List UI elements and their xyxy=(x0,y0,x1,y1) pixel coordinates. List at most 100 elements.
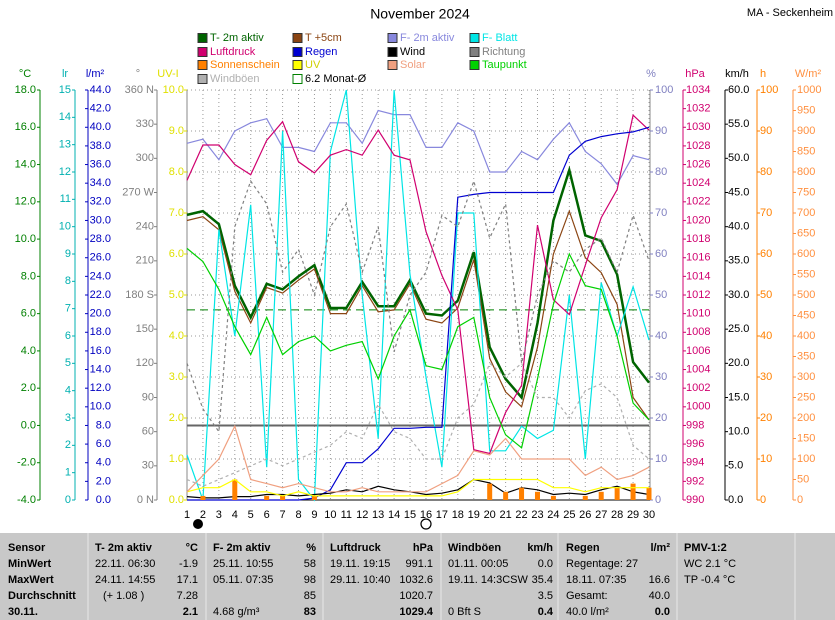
table-cell: 2.1 xyxy=(183,606,198,618)
bar xyxy=(614,487,620,500)
y-tick-label: 55.0 xyxy=(728,118,749,130)
y-tick-label: 35.0 xyxy=(728,255,749,267)
y-tick-label: 300 xyxy=(797,371,815,383)
y-tick-label: 1032 xyxy=(686,103,710,115)
y-tick-label: 40 xyxy=(655,330,667,342)
y-tick-label: 1024 xyxy=(686,177,710,189)
x-tick-label: 28 xyxy=(611,509,623,521)
legend-label: F- Blatt xyxy=(482,32,517,44)
y-tick-label: 2 xyxy=(65,439,71,451)
new-moon-icon xyxy=(193,519,203,529)
series-line xyxy=(186,362,650,487)
series-line xyxy=(186,478,650,499)
y-tick-label: 1028 xyxy=(686,140,710,152)
y-tick-label: 30.0 xyxy=(90,214,111,226)
row-label: 30.11. xyxy=(8,606,38,618)
table-cell: 22.11. 06:30 xyxy=(95,558,155,570)
y-tick-label: 50.0 xyxy=(728,152,749,164)
bar xyxy=(200,495,206,500)
y-tick-label: 10.0 xyxy=(15,233,36,245)
column-unit: km/h xyxy=(527,542,553,554)
y-tick-label: 22.0 xyxy=(90,289,111,301)
y-tick-label: 90 xyxy=(655,125,667,137)
table-cell: 4.68 g/m³ xyxy=(213,606,260,618)
y-tick-label: 1 xyxy=(65,467,71,479)
y-tick-label: 2.0 xyxy=(96,475,111,487)
y-tick-label: 850 xyxy=(797,145,815,157)
table-cell: 0 Bft S xyxy=(448,606,481,618)
y-tick-label: 994 xyxy=(686,457,704,469)
table-cell: 01.11. 00:05 xyxy=(448,558,508,570)
y-tick-label: 0.0 xyxy=(96,494,111,506)
y-tick-label: 10.0 xyxy=(90,401,111,413)
row-label: Sensor xyxy=(8,542,46,554)
y-tick-label: 4 xyxy=(65,385,71,397)
table-cell: 19.11. 19:15 xyxy=(330,558,390,570)
x-tick-label: 20 xyxy=(484,509,496,521)
y-tick-label: 120 xyxy=(136,357,154,369)
table-cell: (+ 1.08 ) xyxy=(103,590,144,602)
y-tick-label: 20 xyxy=(760,412,772,424)
y-tick-label: 34.0 xyxy=(90,177,111,189)
legend-label: Richtung xyxy=(482,46,525,58)
legend-swatch xyxy=(469,33,480,43)
legend-swatch xyxy=(469,60,480,70)
bar xyxy=(232,479,238,500)
y-tick-label: 40 xyxy=(760,330,772,342)
x-tick-label: 3 xyxy=(216,509,222,521)
y-tick-label: 360 N xyxy=(125,84,154,96)
x-tick-label: 4 xyxy=(232,509,238,521)
table-cell: 16.6 xyxy=(649,574,670,586)
y-tick-label: 700 xyxy=(797,207,815,219)
y-tick-label: 50 xyxy=(655,289,667,301)
y-tick-label: 5 xyxy=(65,357,71,369)
y-tick-label: 30 xyxy=(760,371,772,383)
axis-unit: lr xyxy=(62,68,68,80)
x-tick-label: 1 xyxy=(184,509,190,521)
y-tick-label: -2.0 xyxy=(17,457,36,469)
table-cell: WC 2.1 °C xyxy=(684,558,736,570)
legend-swatch xyxy=(387,60,398,70)
column-unit: hPa xyxy=(413,542,434,554)
y-tick-label: 18.0 xyxy=(90,326,111,338)
x-tick-label: 17 xyxy=(436,509,448,521)
y-tick-label: 1008 xyxy=(686,326,710,338)
x-tick-label: 26 xyxy=(579,509,591,521)
x-tick-label: 5 xyxy=(248,509,254,521)
series-line xyxy=(186,209,650,421)
y-tick-label: 998 xyxy=(686,419,704,431)
legend-swatch xyxy=(469,47,480,57)
table-cell: 40.0 xyxy=(649,590,670,602)
legend-swatch xyxy=(197,47,208,57)
series-line xyxy=(186,89,650,502)
series-line xyxy=(186,179,650,434)
x-tick-label: 10 xyxy=(324,509,336,521)
series-line xyxy=(186,114,650,455)
legend-swatch xyxy=(292,60,303,70)
row-label: MinWert xyxy=(8,558,52,570)
y-tick-label: 250 xyxy=(797,391,815,403)
axis-unit: W/m² xyxy=(795,68,822,80)
legend-label: Sonnenschein xyxy=(210,59,280,71)
x-tick-label: 25 xyxy=(563,509,575,521)
y-tick-label: 10.0 xyxy=(728,426,749,438)
y-tick-label: 12.0 xyxy=(15,196,36,208)
y-tick-label: 0 xyxy=(797,494,803,506)
table-cell: TP -0.4 °C xyxy=(684,574,735,586)
y-tick-label: 150 xyxy=(797,432,815,444)
y-tick-label: 1020 xyxy=(686,214,710,226)
table-cell: Regentage: 27 xyxy=(566,558,638,570)
y-tick-label: 30 xyxy=(655,371,667,383)
y-tick-label: 150 xyxy=(136,323,154,335)
table-cell: 29.11. 10:40 xyxy=(330,574,390,586)
y-tick-label: 44.0 xyxy=(90,84,111,96)
table-cell: 58 xyxy=(304,558,316,570)
y-tick-label: 1000 xyxy=(686,401,710,413)
series-line xyxy=(186,109,650,186)
legend-label: Luftdruck xyxy=(210,46,256,58)
series-line xyxy=(186,247,650,449)
x-tick-label: 7 xyxy=(280,509,286,521)
x-tick-label: 24 xyxy=(547,509,559,521)
legend-swatch xyxy=(292,74,303,84)
